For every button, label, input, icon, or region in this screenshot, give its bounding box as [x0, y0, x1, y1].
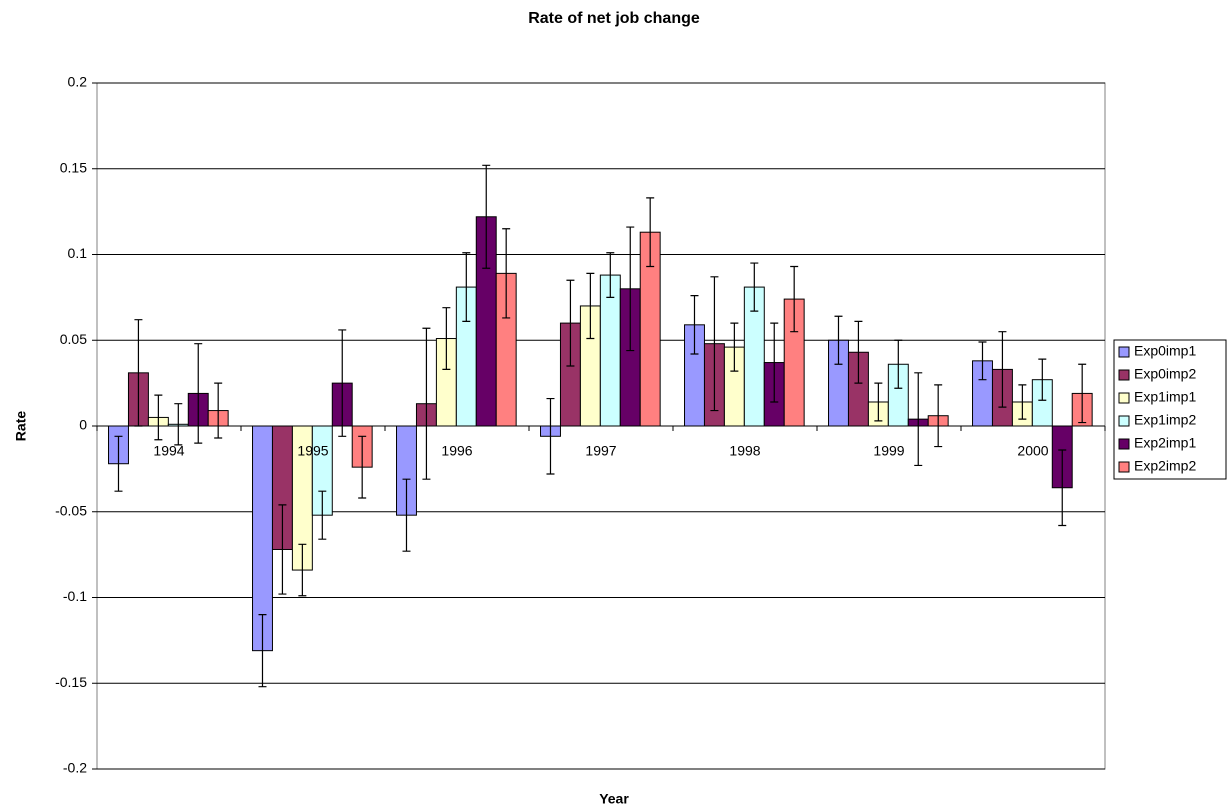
error-bar: [834, 315, 843, 365]
chart-title: Rate of net job change: [528, 10, 700, 27]
y-tick-label: -0.15: [55, 674, 87, 690]
x-axis-title: Year: [599, 791, 629, 807]
error-bar: [1038, 358, 1047, 401]
error-bar: [626, 226, 635, 352]
y-tick-label: -0.05: [55, 502, 87, 518]
x-tick-label: 1999: [873, 443, 904, 459]
x-tick-label: 1995: [297, 443, 328, 459]
legend: [1113, 339, 1227, 480]
y-tick-label: -0.1: [63, 588, 87, 604]
error-bar: [750, 262, 759, 312]
error-bar: [770, 322, 779, 403]
error-bar: [854, 320, 863, 384]
error-bar: [174, 403, 183, 446]
error-bar: [114, 435, 123, 492]
legend-swatch: [1118, 392, 1130, 404]
y-tick-label: -0.2: [63, 760, 87, 776]
legend-label: Exp2imp1: [1134, 435, 1196, 451]
y-tick-label: 0.2: [68, 74, 88, 90]
x-tick-label: 1996: [441, 443, 472, 459]
error-bar: [606, 252, 615, 298]
error-bar: [646, 197, 655, 268]
x-tick-label: 1997: [585, 443, 616, 459]
error-bar: [298, 543, 307, 597]
error-bar: [134, 319, 143, 427]
y-tick-label: 0.15: [60, 159, 87, 175]
error-bar: [154, 394, 163, 441]
y-tick-label: 0.05: [60, 331, 87, 347]
error-bar: [194, 343, 203, 444]
error-bar: [978, 341, 987, 381]
legend-label: Exp1imp2: [1134, 412, 1196, 428]
error-bar: [502, 228, 511, 319]
error-bar: [278, 504, 287, 595]
y-tick-label: 0: [79, 417, 87, 433]
error-bar: [462, 252, 471, 322]
legend-label: Exp0imp2: [1134, 366, 1196, 382]
legend-label: Exp0imp1: [1134, 343, 1196, 359]
y-axis-title: Rate: [13, 411, 29, 442]
error-bar: [914, 372, 923, 467]
error-bar: [710, 276, 719, 412]
error-bar: [422, 327, 431, 480]
error-bar: [586, 272, 595, 340]
error-bar: [894, 339, 903, 389]
error-bar: [874, 382, 883, 422]
legend-swatch: [1118, 438, 1130, 450]
error-bar: [730, 322, 739, 372]
legend-label: Exp1imp1: [1134, 389, 1196, 405]
error-bar: [482, 164, 491, 269]
x-tick-label: 1994: [153, 443, 184, 459]
legend-swatch: [1118, 461, 1130, 473]
x-tick-label: 2000: [1017, 443, 1048, 459]
error-bar: [442, 307, 451, 371]
error-bar: [1078, 363, 1087, 424]
legend-swatch: [1118, 346, 1130, 358]
error-bar: [338, 329, 347, 437]
legend-swatch: [1118, 369, 1130, 381]
error-bar: [1058, 449, 1067, 527]
x-tick-label: 1998: [729, 443, 760, 459]
error-bar: [318, 490, 327, 540]
y-tick-label: 0.1: [68, 245, 88, 261]
error-bar: [214, 382, 223, 439]
error-bar: [690, 295, 699, 355]
error-bar: [934, 384, 943, 448]
error-bar: [358, 435, 367, 499]
error-bar: [566, 279, 575, 367]
legend-swatch: [1118, 415, 1130, 427]
error-bar: [998, 331, 1007, 408]
error-bar: [1018, 384, 1027, 420]
error-bar: [402, 478, 411, 552]
error-bar: [258, 614, 267, 688]
error-bar: [546, 397, 555, 475]
legend-label: Exp2imp2: [1134, 458, 1196, 474]
error-bar: [790, 265, 799, 333]
